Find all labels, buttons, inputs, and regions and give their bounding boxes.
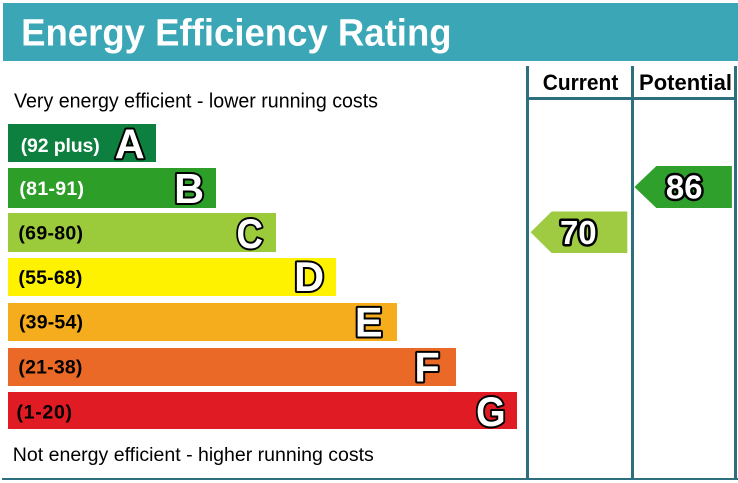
svg-text:C: C bbox=[237, 210, 264, 257]
svg-text:(92 plus): (92 plus) bbox=[21, 135, 100, 157]
svg-text:(81-91): (81-91) bbox=[19, 178, 84, 200]
svg-text:D: D bbox=[294, 253, 324, 300]
svg-text:G: G bbox=[476, 388, 506, 435]
svg-text:A: A bbox=[115, 120, 145, 167]
svg-text:Very energy efficient - lower: Very energy efficient - lower running co… bbox=[14, 90, 378, 113]
svg-text:(1-20): (1-20) bbox=[17, 402, 73, 424]
svg-text:Potential: Potential bbox=[639, 70, 732, 95]
svg-text:70: 70 bbox=[560, 214, 597, 251]
svg-text:(55-68): (55-68) bbox=[18, 267, 82, 289]
svg-text:B: B bbox=[174, 165, 204, 212]
svg-text:86: 86 bbox=[666, 168, 703, 205]
svg-text:Not energy efficient - higher: Not energy efficient - higher running co… bbox=[13, 444, 374, 466]
svg-text:F: F bbox=[414, 344, 439, 391]
svg-text:(39-54): (39-54) bbox=[19, 311, 83, 333]
svg-text:Current: Current bbox=[543, 70, 619, 95]
svg-text:Energy Efficiency Rating: Energy Efficiency Rating bbox=[21, 12, 452, 54]
svg-text:(69-80): (69-80) bbox=[18, 223, 83, 245]
svg-text:(21-38): (21-38) bbox=[18, 357, 82, 379]
svg-text:E: E bbox=[355, 298, 383, 345]
